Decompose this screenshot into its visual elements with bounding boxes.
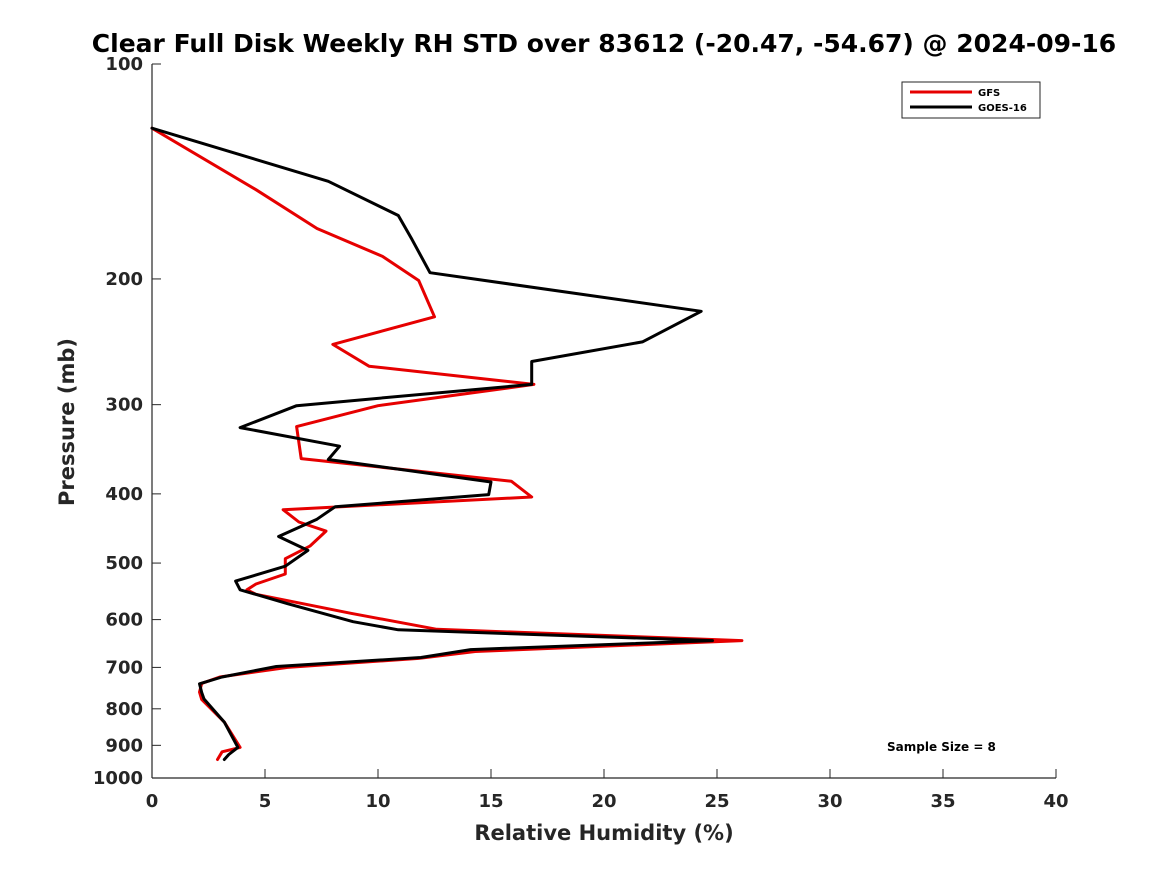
x-tick-label: 40 bbox=[1043, 791, 1068, 812]
series-line-goes-16 bbox=[150, 126, 714, 761]
x-tick-label: 0 bbox=[146, 791, 159, 812]
legend: GFS GOES-16 bbox=[901, 81, 1041, 119]
x-axis-label: Relative Humidity (%) bbox=[474, 821, 733, 845]
y-tick-label: 400 bbox=[105, 484, 143, 505]
legend-entry-label: GOES-16 bbox=[978, 103, 1027, 114]
x-tick-label: 20 bbox=[591, 791, 616, 812]
chart-title: Clear Full Disk Weekly RH STD over 83612… bbox=[92, 29, 1116, 58]
y-tick-label: 700 bbox=[105, 657, 143, 678]
x-tick-label: 35 bbox=[930, 791, 955, 812]
y-tick-label: 1000 bbox=[93, 768, 143, 789]
y-tick-label: 600 bbox=[105, 610, 143, 631]
x-tick-label: 5 bbox=[259, 791, 272, 812]
x-tick-label: 15 bbox=[478, 791, 503, 812]
y-tick-label: 500 bbox=[105, 553, 143, 574]
plot-area: 0 5 10 15 20 25 30 35 40 100 200 300 400 500 600 700 800… bbox=[93, 54, 1069, 812]
x-tick-label: 25 bbox=[704, 791, 729, 812]
legend-box bbox=[901, 81, 1041, 119]
y-tick-label: 300 bbox=[105, 395, 143, 416]
series-line-gfs bbox=[150, 126, 744, 761]
y-tick-label: 800 bbox=[105, 699, 143, 720]
y-tick-label: 100 bbox=[105, 54, 143, 75]
x-tick-label: 30 bbox=[817, 791, 842, 812]
y-tick-label: 900 bbox=[105, 735, 143, 756]
y-tick-label: 200 bbox=[105, 269, 143, 290]
sample-size-annotation: Sample Size = 8 bbox=[887, 740, 996, 754]
y-axis-label: Pressure (mb) bbox=[55, 338, 79, 506]
legend-entry-label: GFS bbox=[978, 88, 1000, 99]
x-tick-label: 10 bbox=[365, 791, 390, 812]
